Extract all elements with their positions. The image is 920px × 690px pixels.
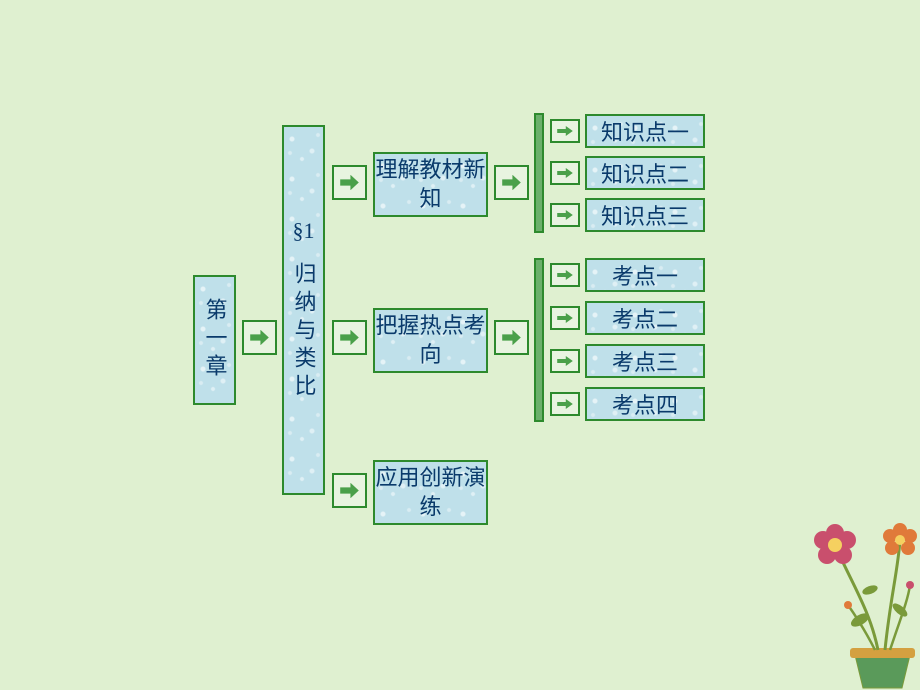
arrow-g2-2: [550, 349, 580, 373]
level1-box: 第一章: [193, 275, 236, 405]
level2-box: §1 归纳与类比: [282, 125, 325, 495]
g1-item-label-0: 知识点一: [601, 115, 689, 147]
arrow-g1-1: [550, 161, 580, 185]
arrow-g1-0: [550, 119, 580, 143]
level3-label-1: 把握热点考向: [375, 312, 486, 369]
g2-item-3: 考点四: [585, 387, 705, 421]
level3-box-1: 把握热点考向: [373, 308, 488, 373]
g2-item-label-0: 考点一: [612, 259, 678, 291]
arrow-l2-l3-2: [332, 473, 367, 508]
arrow-l1-l2: [242, 320, 277, 355]
arrow-g2-0: [550, 263, 580, 287]
g2-item-label-2: 考点三: [612, 345, 678, 377]
arrow-g2-3: [550, 392, 580, 416]
level3-box-2: 应用创新演练: [373, 460, 488, 525]
level3-label-2: 应用创新演练: [375, 464, 486, 521]
g2-item-label-1: 考点二: [612, 302, 678, 334]
arrow-g2-1: [550, 306, 580, 330]
g1-item-0: 知识点一: [585, 114, 705, 148]
arrow-l3-0: [494, 165, 529, 200]
level3-box-0: 理解教材新知: [373, 152, 488, 217]
g1-item-label-1: 知识点二: [601, 157, 689, 189]
level1-label: 第一章: [199, 298, 231, 382]
vbar-group2: [534, 258, 544, 422]
arrow-l2-l3-1: [332, 320, 367, 355]
level3-label-0: 理解教材新知: [375, 156, 486, 213]
arrow-g1-2: [550, 203, 580, 227]
g2-item-label-3: 考点四: [612, 388, 678, 420]
level2-label-bottom: 归纳与类比: [288, 262, 320, 402]
g1-item-label-2: 知识点三: [601, 199, 689, 231]
g1-item-1: 知识点二: [585, 156, 705, 190]
vbar-group1: [534, 113, 544, 233]
flower-decoration: [750, 490, 920, 690]
arrow-l2-l3-0: [332, 165, 367, 200]
g1-item-2: 知识点三: [585, 198, 705, 232]
level2-label-top: §1: [293, 218, 315, 244]
g2-item-1: 考点二: [585, 301, 705, 335]
arrow-l3-1: [494, 320, 529, 355]
g2-item-2: 考点三: [585, 344, 705, 378]
g2-item-0: 考点一: [585, 258, 705, 292]
